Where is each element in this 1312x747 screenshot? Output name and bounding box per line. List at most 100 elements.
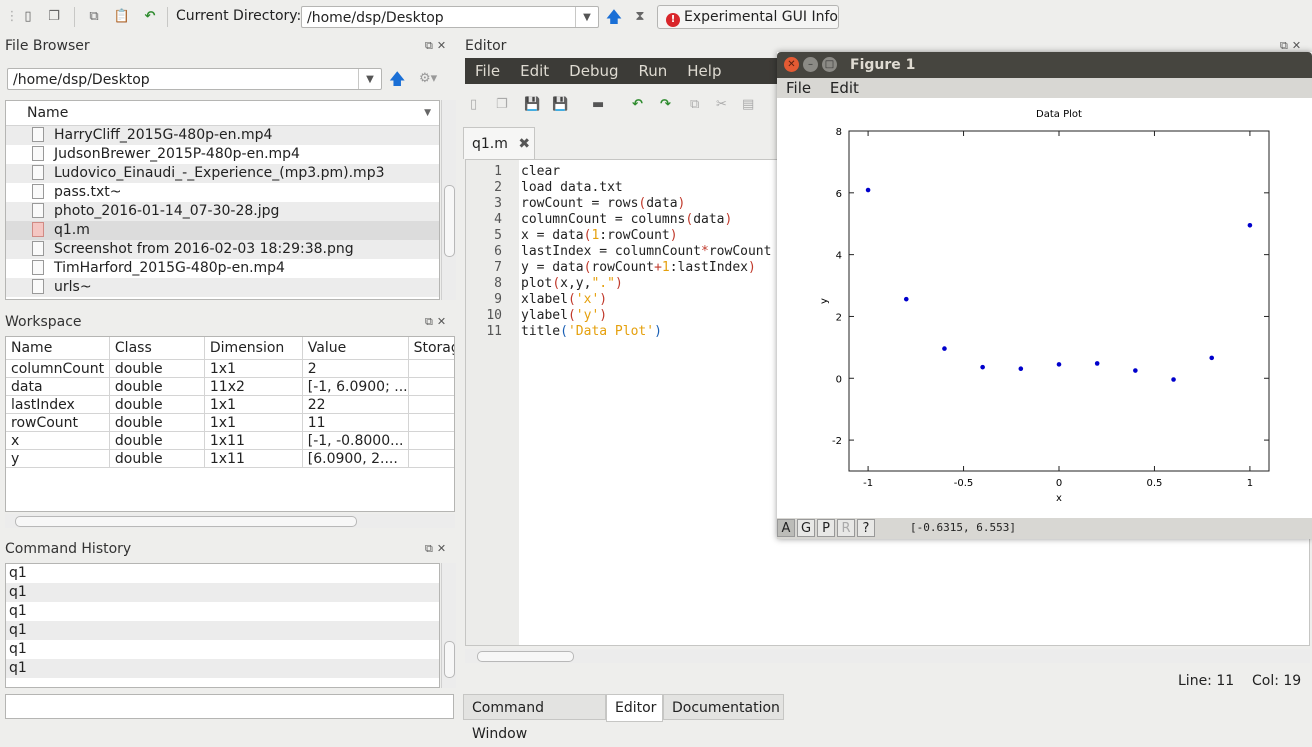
workspace-cell: lastIndex — [6, 395, 110, 414]
sort-chevron-icon[interactable]: ▼ — [424, 108, 431, 118]
code-line-9: xlabel('x') — [521, 292, 608, 307]
workspace-row[interactable]: columnCount double 1x1 2 — [6, 359, 454, 378]
figure-menu-file[interactable]: File — [786, 79, 812, 97]
open-file-icon[interactable]: ❐ — [48, 9, 60, 24]
figure-menubar: File Edit — [777, 78, 1312, 98]
data-point — [942, 346, 947, 351]
minimize-window-icon[interactable]: – — [803, 57, 818, 72]
figure-tool-g-button[interactable]: G — [797, 519, 815, 537]
close-tab-icon[interactable]: ✖ — [518, 136, 531, 152]
panel-float-close-icons[interactable]: ⧉✕ — [425, 39, 451, 52]
close-window-icon[interactable]: ✕ — [784, 57, 799, 72]
file-name: Ludovico_Einaudi_-_Experience_(mp3.pm).m… — [54, 165, 385, 181]
save-icon[interactable]: 💾 — [524, 97, 541, 112]
editor-menu-run[interactable]: Run — [638, 62, 668, 80]
chevron-down-icon[interactable]: ▼ — [575, 7, 598, 27]
file-list-item[interactable]: JudsonBrewer_2015P-480p-en.mp4 — [6, 145, 439, 164]
panel-float-close-icons[interactable]: ⧉✕ — [1280, 39, 1306, 52]
editor-tab-label: q1.m — [472, 136, 508, 152]
workspace-column-header[interactable]: Value — [302, 337, 409, 360]
history-item[interactable]: q1 — [6, 659, 439, 678]
code-line-11: title('Data Plot') — [521, 324, 662, 339]
command-history-scrollbar[interactable] — [441, 563, 456, 688]
copy-icon[interactable]: ⧉ — [690, 97, 700, 112]
figure-canvas[interactable]: Data Plot x y -1 -0.5 0 0.5 1 -2 0 2 4 6 8 — [777, 98, 1312, 518]
editor-menu-debug[interactable]: Debug — [569, 62, 619, 80]
maximize-window-icon[interactable]: □ — [822, 57, 837, 72]
command-history-filter-input[interactable] — [5, 694, 454, 719]
print-icon[interactable]: ▬ — [592, 97, 605, 112]
undo-icon[interactable]: ↶ — [632, 97, 643, 112]
history-item[interactable]: q1 — [9, 603, 27, 619]
file-list-item[interactable]: q1.m — [6, 221, 439, 240]
file-icon — [32, 260, 44, 275]
line-number: 11 — [486, 324, 502, 339]
file-list-item[interactable]: Screenshot from 2016-02-03 18:29:38.png — [6, 240, 439, 259]
workspace-row[interactable]: x double 1x11 [-1, -0.8000... — [6, 431, 454, 450]
file-icon — [32, 241, 44, 256]
current-directory-combo[interactable]: /home/dsp/Desktop ▼ — [301, 6, 599, 28]
file-browser-path-combo[interactable]: /home/dsp/Desktop ▼ — [7, 68, 382, 90]
file-icon — [32, 222, 44, 237]
figure-tool-help-button[interactable]: ? — [857, 519, 875, 537]
editor-menu-file[interactable]: File — [475, 62, 501, 80]
experimental-gui-info-button[interactable]: ! Experimental GUI Info — [657, 5, 839, 29]
parent-directory-icon[interactable]: 🡅 — [605, 7, 623, 26]
file-browser-path: /home/dsp/Desktop — [13, 72, 150, 88]
workspace-row[interactable]: lastIndex double 1x1 22 — [6, 395, 454, 414]
workspace-row[interactable]: y double 1x11 [6.0900, 2.... — [6, 449, 454, 468]
workspace-column-header[interactable]: Class — [109, 337, 205, 360]
history-item[interactable]: q1 — [6, 621, 439, 640]
figure-tool-a-button[interactable]: A — [777, 519, 795, 537]
panel-float-close-icons[interactable]: ⧉✕ — [425, 542, 451, 555]
paste-icon[interactable]: ▤ — [742, 97, 755, 112]
history-item[interactable]: q1 — [6, 583, 439, 602]
file-list-item[interactable]: photo_2016-01-14_07-30-28.jpg — [6, 202, 439, 221]
current-directory-label: Current Directory: — [176, 8, 302, 24]
file-list-item[interactable]: HarryCliff_2015G-480p-en.mp4 — [6, 126, 439, 145]
settings-gear-icon[interactable]: ⚙▾ — [419, 71, 438, 86]
new-file-icon[interactable]: ▯ — [470, 97, 478, 112]
figure-tool-r-button[interactable]: R — [837, 519, 855, 537]
workspace-row[interactable]: data double 11x2 [-1, 6.0900; ... — [6, 377, 454, 396]
editor-menu-edit[interactable]: Edit — [520, 62, 550, 80]
new-script-icon[interactable]: ▯ — [24, 9, 32, 24]
file-list-item[interactable]: urls~ — [6, 278, 439, 297]
code-line-8: plot(x,y,".") — [521, 276, 623, 291]
history-item[interactable]: q1 — [9, 565, 27, 581]
save-as-icon[interactable]: 💾 — [552, 97, 569, 112]
undo-icon[interactable]: ↶ — [144, 9, 156, 24]
code-content[interactable]: clear load data.txt rowCount = rows(data) c… — [521, 164, 771, 340]
editor-menu-help[interactable]: Help — [687, 62, 722, 80]
file-browser-scrollbar[interactable] — [441, 100, 456, 300]
paste-icon[interactable]: 📋 — [113, 9, 131, 24]
cut-icon[interactable]: ✂ — [716, 97, 727, 112]
chevron-down-icon[interactable]: ▼ — [358, 69, 381, 89]
x-axis-label: x — [1056, 493, 1062, 504]
redo-icon[interactable]: ↷ — [660, 97, 671, 112]
file-list-item[interactable]: Ludovico_Einaudi_-_Experience_(mp3.pm).m… — [6, 164, 439, 183]
workspace-column-header[interactable]: Dimension — [204, 337, 303, 360]
tab-editor[interactable]: Editor — [606, 694, 663, 722]
open-file-icon[interactable]: ❐ — [496, 97, 508, 112]
file-list-item[interactable]: TimHarford_2015G-480p-en.mp4 — [6, 259, 439, 278]
panel-float-close-icons[interactable]: ⧉✕ — [425, 315, 451, 328]
file-name: TimHarford_2015G-480p-en.mp4 — [54, 260, 285, 276]
workspace-column-header[interactable]: Storag — [408, 337, 454, 360]
editor-hscrollbar[interactable] — [465, 649, 1310, 663]
workspace-cell: 11x2 — [204, 377, 303, 396]
copy-icon[interactable]: ⧉ — [89, 9, 99, 24]
workspace-row[interactable]: rowCount double 1x1 11 — [6, 413, 454, 432]
workspace-hscrollbar[interactable] — [5, 514, 455, 528]
tab-command-window[interactable]: Command Window — [463, 694, 606, 742]
parent-directory-icon[interactable]: 🡅 — [389, 69, 406, 88]
tab-documentation[interactable]: Documentation — [663, 694, 784, 720]
history-item[interactable]: q1 — [9, 641, 27, 657]
workspace-column-header[interactable]: Name — [6, 337, 110, 360]
figure-menu-edit[interactable]: Edit — [829, 79, 859, 97]
browse-directory-icon[interactable]: ⧗ — [635, 9, 645, 24]
file-list-item[interactable]: pass.txt~ — [6, 183, 439, 202]
editor-tab-q1m[interactable]: q1.m ✖ — [463, 127, 535, 159]
figure-tool-p-button[interactable]: P — [817, 519, 835, 537]
file-list-header[interactable]: Name ▼ — [6, 101, 439, 126]
